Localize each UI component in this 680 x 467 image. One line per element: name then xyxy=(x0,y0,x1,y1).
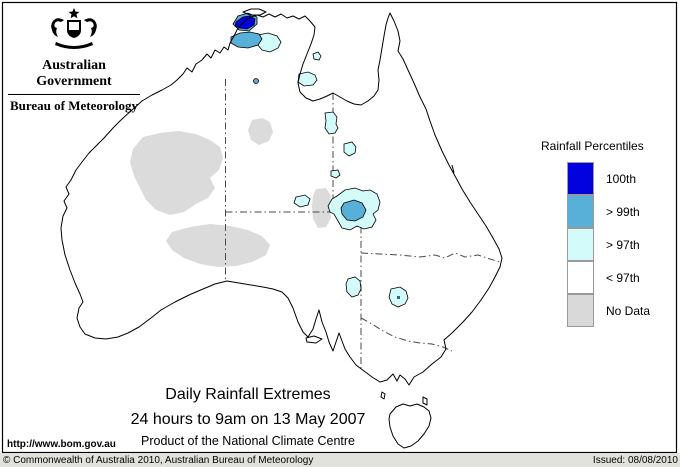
legend-label-nodata: No Data xyxy=(606,303,651,318)
rain-patch-97-groote xyxy=(312,51,322,61)
caption-product: Product of the National Climate Centre xyxy=(141,434,355,448)
bom-header: Australian Government Bureau of Meteorol… xyxy=(8,6,140,114)
australian-coat-of-arms-icon xyxy=(51,8,97,49)
mainland-outline xyxy=(60,12,503,386)
legend-swatch-nodata xyxy=(567,293,594,327)
bom-url: http://www.bom.gov.au xyxy=(7,439,116,450)
no-data-patches xyxy=(130,118,331,267)
legend-label-97th: > 97th xyxy=(606,237,640,252)
rain-patch-97-west-qld xyxy=(343,141,357,157)
legend-row-below97: < 97th xyxy=(541,260,673,294)
caption-period: 24 hours to 9am on 13 May 2007 xyxy=(130,411,366,428)
legend-row-97th: > 97th xyxy=(541,227,673,261)
no-data-patch-wa-north xyxy=(130,131,223,215)
rain-patch-99-darwin xyxy=(230,31,263,49)
legend-swatch-97th xyxy=(567,227,594,261)
australia-coastline xyxy=(60,8,503,449)
copyright-text: © Commonwealth of Australia 2010, Austra… xyxy=(3,454,314,466)
rain-patch-97-tiny xyxy=(330,169,341,179)
flinders-island xyxy=(422,396,428,406)
legend-swatch-below97 xyxy=(567,260,594,294)
legend-label-99th: > 99th xyxy=(606,204,640,219)
rain-patch-97-topend xyxy=(256,32,282,53)
border-qld-nsw xyxy=(360,252,501,263)
legend-label-below97: < 97th xyxy=(606,270,640,285)
rain-patch-97-gulf xyxy=(297,71,318,87)
map-frame xyxy=(1,1,678,454)
no-data-patch-centre xyxy=(312,188,331,228)
bureau-label: Bureau of Meteorology xyxy=(9,98,139,113)
issued-date: Issued: 08/08/2010 xyxy=(592,454,678,466)
status-bar: © Commonwealth of Australia 2010, Austra… xyxy=(0,453,680,467)
map-caption: Daily Rainfall Extremes 24 hours to 9am … xyxy=(88,386,408,448)
fraser-island xyxy=(451,164,455,174)
kangaroo-island xyxy=(305,335,323,344)
no-data-patch-nt-small xyxy=(248,118,273,145)
no-data-patch-wa-south xyxy=(166,224,270,267)
legend-row-100th: 100th xyxy=(541,161,673,195)
border-nsw-vic xyxy=(360,317,453,352)
legend-swatch-99th xyxy=(567,194,594,228)
rain-patch-97-nt-border xyxy=(324,111,339,135)
rain-patch-99-central-core xyxy=(340,199,367,222)
caption-title: Daily Rainfall Extremes xyxy=(165,386,331,403)
melville-island xyxy=(242,8,267,16)
government-label: Australian Government xyxy=(8,58,140,95)
rain-patch-97-sa-border xyxy=(345,276,362,298)
rainfall-legend: Rainfall Percentiles 100th > 99th > 97th… xyxy=(541,139,673,327)
legend-swatch-100th xyxy=(567,161,594,195)
rain-patch-99-dot xyxy=(253,78,259,84)
station-dot xyxy=(397,296,400,299)
tasmania-outline xyxy=(388,403,432,449)
legend-label-100th: 100th xyxy=(606,171,637,186)
legend-title: Rainfall Percentiles xyxy=(541,139,644,153)
legend-row-99th: > 99th xyxy=(541,194,673,228)
king-island xyxy=(380,391,386,400)
rain-patch-97-west-of-blob xyxy=(293,194,311,208)
legend-row-nodata: No Data xyxy=(541,293,673,327)
